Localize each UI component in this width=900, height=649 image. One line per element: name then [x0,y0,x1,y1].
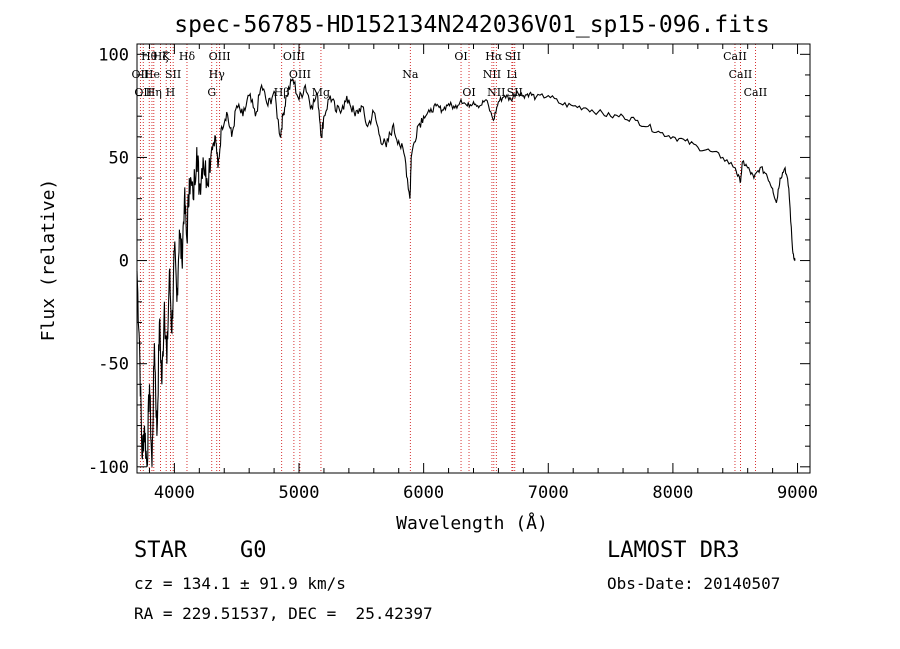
chart-title: spec-56785-HD152134N242036V01_sp15-096.f… [174,12,769,38]
spectral-line-label: Li [506,68,517,81]
spectral-line-label: Hδ [179,50,196,63]
spectral-line-label: OIII [209,50,231,63]
spectral-line-label: Hα [485,50,503,63]
x-tick-label: 5000 [279,483,320,503]
spectral-line-label: K [162,50,171,63]
spectral-line-label: Hη [146,86,162,99]
spectrum-series-line [136,77,796,467]
spectral-line-label: Na [402,68,419,81]
spectral-line-label: CaII [744,86,768,99]
spectral-line-label: Hβ [274,86,290,99]
y-tick-label: 50 [109,148,129,168]
spectral-line-labels: OIIOIIHθHeHηHζKHSIIHδGHγOIIIHβOIIIOIIIMg… [132,50,768,99]
y-tick-label: -50 [98,355,129,375]
observation-date: Obs-Date: 20140507 [607,574,781,593]
x-axis-ticks: 4000 5000 6000 7000 8000 9000 [148,44,818,503]
spectral-line-label: Hζ [153,50,169,63]
spectral-line-label: OI [462,86,475,99]
x-tick-label: 9000 [777,483,818,503]
spectral-line-label: OIII [283,50,305,63]
object-class: STAR G0 [134,538,267,563]
spectral-line-label: G [207,86,216,99]
sky-coordinates: RA = 229.51537, DEC = 25.42397 [134,604,433,623]
y-axis-label: Flux (relative) [38,179,59,342]
survey-name: LAMOST DR3 [607,538,740,563]
y-axis-ticks: -100 -50 0 50 100 [88,45,810,478]
spectral-line-label: Hγ [209,68,226,81]
spectral-line-label: Hθ [141,50,158,63]
spectral-line-label: SII [165,68,181,81]
y-tick-label: -100 [88,458,129,478]
x-tick-label: 6000 [403,483,444,503]
spectral-line-label: He [144,68,160,81]
spectral-line-label: CaII [729,68,753,81]
spectral-line-label: SII [505,50,521,63]
y-tick-label: 100 [98,45,129,65]
redshift-velocity: cz = 134.1 ± 91.9 km/s [134,574,346,593]
spectral-line-label: CaII [723,50,747,63]
spectral-line-label: NII [487,86,505,99]
spectral-line-markers [139,44,756,473]
y-tick-label: 0 [119,252,129,272]
x-tick-label: 7000 [528,483,569,503]
spectral-line-label: Mg [312,86,330,99]
spectral-line-label: H [166,86,176,99]
spectral-line-label: OIII [289,68,311,81]
x-axis-label: Wavelength (Å) [396,512,548,534]
x-tick-label: 4000 [154,483,195,503]
x-tick-label: 8000 [652,483,693,503]
spectral-line-label: NII [483,68,501,81]
spectral-line-label: OI [454,50,467,63]
